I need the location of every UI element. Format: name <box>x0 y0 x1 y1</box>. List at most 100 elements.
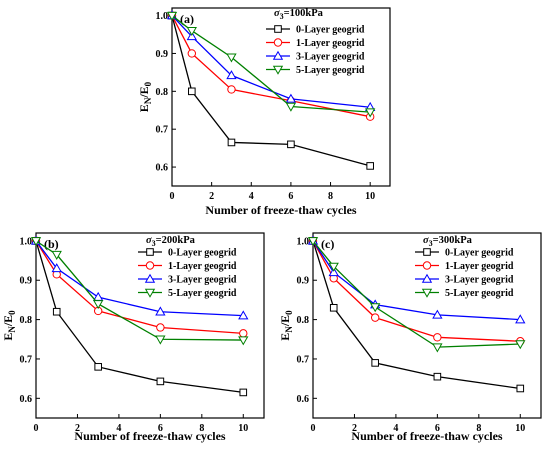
data-point <box>239 329 248 338</box>
y-axis-label-mid: /E <box>1 315 15 327</box>
legend-title-symbol: σ <box>274 8 280 19</box>
legend-label: 5-Layer geogrid <box>296 65 365 76</box>
chart-panel-1: 0 2 4 6 8 10 0.6 0.7 0.8 0.9 1.0 Number of freeze-t… <box>1 232 265 443</box>
data-point <box>166 11 178 21</box>
y-tick-label: 0.6 <box>156 163 169 174</box>
x-tick-label: 10 <box>238 423 248 434</box>
y-tick-label: 0.7 <box>297 354 310 365</box>
legend-swatch-marker <box>422 261 432 270</box>
legend-swatch-marker <box>145 261 155 270</box>
data-point <box>238 336 249 346</box>
data-point <box>30 237 42 247</box>
legend-swatch-marker <box>423 248 431 256</box>
chart-panel-0: 0 2 4 6 8 10 0.6 0.7 0.8 0.9 1.0 Number of freeze-t… <box>137 7 391 217</box>
legend-title-sub: 3 <box>429 239 433 248</box>
y-axis-label-mid: /E <box>137 86 151 98</box>
x-tick-label: 4 <box>393 423 398 434</box>
data-point <box>155 306 166 316</box>
y-tick-label: 0.9 <box>156 49 169 60</box>
data-point <box>328 262 339 272</box>
y-tick-label: 0.7 <box>156 125 169 136</box>
y-tick-label: 0.6 <box>20 394 33 405</box>
x-tick-label: 10 <box>515 423 525 434</box>
y-tick-label: 0.8 <box>20 315 33 326</box>
plot-frame <box>171 7 391 187</box>
legend-label: 3-Layer geogrid <box>445 275 514 286</box>
x-axis-label: Number of freeze-thaw cycles <box>205 203 356 217</box>
data-point <box>307 237 319 247</box>
y-tick-label: 0.8 <box>156 87 169 98</box>
data-point <box>432 343 443 353</box>
x-tick-label: 6 <box>435 423 440 434</box>
x-tick-label: 0 <box>34 423 39 434</box>
data-point <box>515 314 526 324</box>
data-point <box>285 93 297 103</box>
data-point <box>93 291 104 301</box>
legend-title: σ3=300kPa <box>423 235 473 248</box>
data-point <box>227 85 236 94</box>
data-point <box>329 303 338 312</box>
legend-title: σ3=200kPa <box>146 235 196 248</box>
data-point <box>432 309 443 319</box>
y-axis-label-sub2: 0 <box>143 81 153 86</box>
data-point <box>93 300 104 310</box>
data-point <box>226 70 237 80</box>
x-tick-label: 2 <box>209 191 214 202</box>
data-point <box>366 162 374 170</box>
data-point <box>433 372 442 381</box>
y-tick-label: 0.8 <box>297 315 310 326</box>
y-axis-label: EN/E0 <box>137 81 153 112</box>
y-axis-label: EN/E0 <box>1 310 17 341</box>
data-point <box>51 250 62 260</box>
y-axis-label-mid: /E <box>278 315 292 327</box>
y-axis-label-main: E <box>278 333 292 341</box>
legend-swatch-marker <box>421 273 433 283</box>
legend-label: 3-Layer geogrid <box>168 275 237 286</box>
data-point <box>227 138 236 147</box>
data-point <box>370 303 381 313</box>
legend-label: 0-Layer geogrid <box>168 248 237 259</box>
data-point <box>155 335 166 345</box>
y-axis-label-sub1: N <box>284 326 294 333</box>
data-point <box>238 310 249 320</box>
x-axis-label: Number of freeze-thaw cycles <box>351 429 502 443</box>
data-point <box>186 26 197 37</box>
data-point <box>239 388 248 397</box>
x-tick-label: 2 <box>352 423 357 434</box>
data-point <box>285 102 297 112</box>
legend-swatch-marker <box>273 38 283 47</box>
legend-label: 5-Layer geogrid <box>445 288 514 299</box>
chart-panel-2: 0 2 4 6 8 10 0.6 0.7 0.8 0.9 1.0 Number of freeze-t… <box>278 232 542 443</box>
y-tick-label: 1.0 <box>297 236 310 247</box>
data-point <box>328 267 339 277</box>
legend-title-rest: =200kPa <box>156 235 196 246</box>
plot-frame <box>35 232 265 419</box>
panel-tag: (c) <box>321 237 334 251</box>
x-tick-label: 6 <box>288 191 293 202</box>
legend-title-symbol: σ <box>146 235 152 246</box>
data-point <box>188 87 196 96</box>
y-axis-label-sub2: 0 <box>284 310 294 315</box>
data-point <box>370 313 380 322</box>
y-tick-label: 0.7 <box>20 354 33 365</box>
legend-title: σ3=100kPa <box>274 8 324 21</box>
legend-swatch-marker <box>146 248 154 256</box>
data-point <box>226 53 237 63</box>
y-tick-label: 0.9 <box>297 276 310 287</box>
x-tick-label: 4 <box>249 191 254 202</box>
data-point <box>187 49 197 58</box>
legend-swatch-marker <box>421 288 433 298</box>
x-tick-label: 6 <box>158 423 163 434</box>
data-point <box>287 140 295 149</box>
legend-label: 3-Layer geogrid <box>296 52 365 63</box>
x-tick-label: 10 <box>365 191 375 202</box>
y-tick-label: 0.9 <box>20 276 33 287</box>
y-tick-label: 1.0 <box>156 11 169 22</box>
data-point <box>156 323 165 332</box>
data-point <box>433 333 442 342</box>
y-tick-label: 0.6 <box>297 394 310 405</box>
panel-tag: (b) <box>44 237 59 251</box>
legend-title-rest: =300kPa <box>433 235 473 246</box>
x-tick-label: 0 <box>311 423 316 434</box>
